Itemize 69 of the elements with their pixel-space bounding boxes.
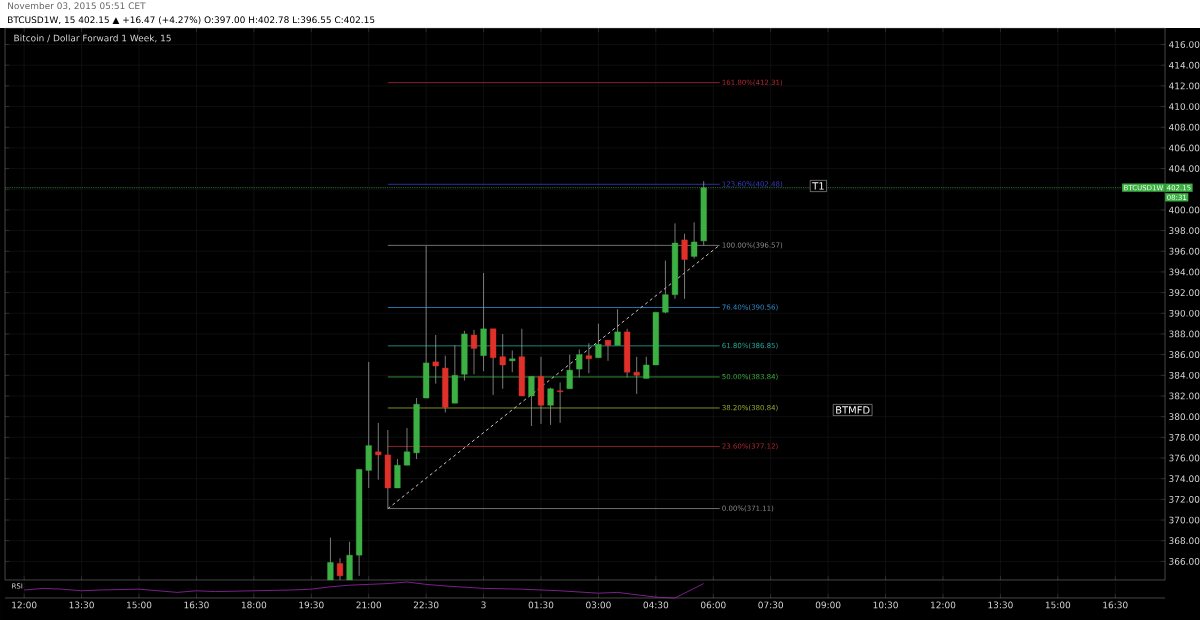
candlestick xyxy=(403,427,411,466)
y-tick-label: 396.00 xyxy=(1169,247,1200,255)
text: Bitcoin / Dollar Forward 1 Week, 15 xyxy=(14,34,171,43)
x-tick-label: 22:30 xyxy=(413,601,439,609)
x-tick-label: 01:30 xyxy=(528,601,554,609)
x-tick-label: 15:00 xyxy=(1045,601,1071,609)
x-tick-label: 21:00 xyxy=(356,601,382,609)
y-tick-label: 414.00 xyxy=(1168,61,1200,69)
y-tick-label: 390.00 xyxy=(1169,309,1200,317)
y-tick-label: 366.00 xyxy=(1169,557,1200,565)
x-tick-label: 15:00 xyxy=(127,601,152,609)
y-tick-label: 410.00 xyxy=(1168,103,1200,110)
y-tick-label: 382.00 xyxy=(1169,392,1200,400)
x-tick-label: 04:30 xyxy=(643,601,669,609)
candlestick xyxy=(336,557,344,581)
candlestick xyxy=(633,356,640,395)
candlestick xyxy=(470,329,478,375)
x-tick-label: 16:30 xyxy=(184,601,209,609)
y-tick-label: 412.00 xyxy=(1168,82,1200,90)
candlestick xyxy=(327,537,334,581)
annotation: BTMFD xyxy=(836,406,870,414)
x-tick-label: 13:30 xyxy=(69,601,94,609)
x-tick-label: 03:00 xyxy=(586,601,611,609)
y-tick-label: 380.00 xyxy=(1169,413,1200,421)
text: November 03, 2015 05:51 CET xyxy=(8,2,146,11)
y-tick-label: 378.00 xyxy=(1169,433,1200,441)
candlestick xyxy=(691,221,698,259)
candlestick xyxy=(614,308,621,346)
y-tick-label: 398.00 xyxy=(1169,227,1200,234)
x-tick-label: 09:00 xyxy=(815,601,841,609)
candlestick xyxy=(604,339,612,362)
x-tick-label: 16:30 xyxy=(1103,601,1128,609)
annotation: T1 xyxy=(812,182,824,190)
candlestick xyxy=(394,458,401,489)
candlestick xyxy=(432,334,439,384)
candlestick xyxy=(585,342,592,374)
y-tick-label: 388.00 xyxy=(1169,330,1200,338)
candlestick xyxy=(375,422,382,481)
x-tick-label: 13:30 xyxy=(988,601,1013,609)
x-tick-label: 12:00 xyxy=(931,601,956,609)
candlestick xyxy=(662,260,669,314)
y-tick-label: 376.00 xyxy=(1169,454,1200,462)
y-tick-label: 372.00 xyxy=(1169,495,1200,503)
y-tick-label: 386.00 xyxy=(1169,351,1200,359)
y-tick-label: 394.00 xyxy=(1169,268,1200,276)
candlestick xyxy=(681,233,688,300)
x-tick-label: 10:30 xyxy=(873,601,898,609)
x-tick-label: 18:00 xyxy=(241,601,267,609)
y-tick-label: 392.00 xyxy=(1169,289,1200,296)
candlestick xyxy=(595,323,602,359)
x-tick-label: 12:00 xyxy=(12,601,37,609)
y-tick-label: 374.00 xyxy=(1169,475,1200,483)
y-tick-label: 404.00 xyxy=(1168,165,1200,172)
x-tick-label: 3 xyxy=(481,601,486,609)
y-tick-label: 368.00 xyxy=(1169,537,1200,545)
text: BTCUSD1W, 15 402.15 ▲ +16.47 (+4.27%) O:397.00 H:402.78 L:396.55 C:402.15 xyxy=(8,16,375,25)
y-tick-label: 384.00 xyxy=(1169,371,1200,379)
y-tick-label: 400.00 xyxy=(1168,206,1200,214)
x-tick-label: 06:00 xyxy=(700,601,726,609)
candlestick xyxy=(547,387,554,426)
y-tick-label: 406.00 xyxy=(1168,144,1200,152)
candlestick xyxy=(509,350,516,373)
candlestick xyxy=(557,382,564,424)
candlestick xyxy=(499,333,506,390)
x-tick-label: 07:30 xyxy=(758,601,784,609)
x-tick-label: 19:30 xyxy=(299,601,324,609)
y-tick-label: 416.00 xyxy=(1168,41,1200,48)
y-tick-label: 370.00 xyxy=(1169,516,1200,524)
y-tick-label: 408.00 xyxy=(1168,123,1200,131)
